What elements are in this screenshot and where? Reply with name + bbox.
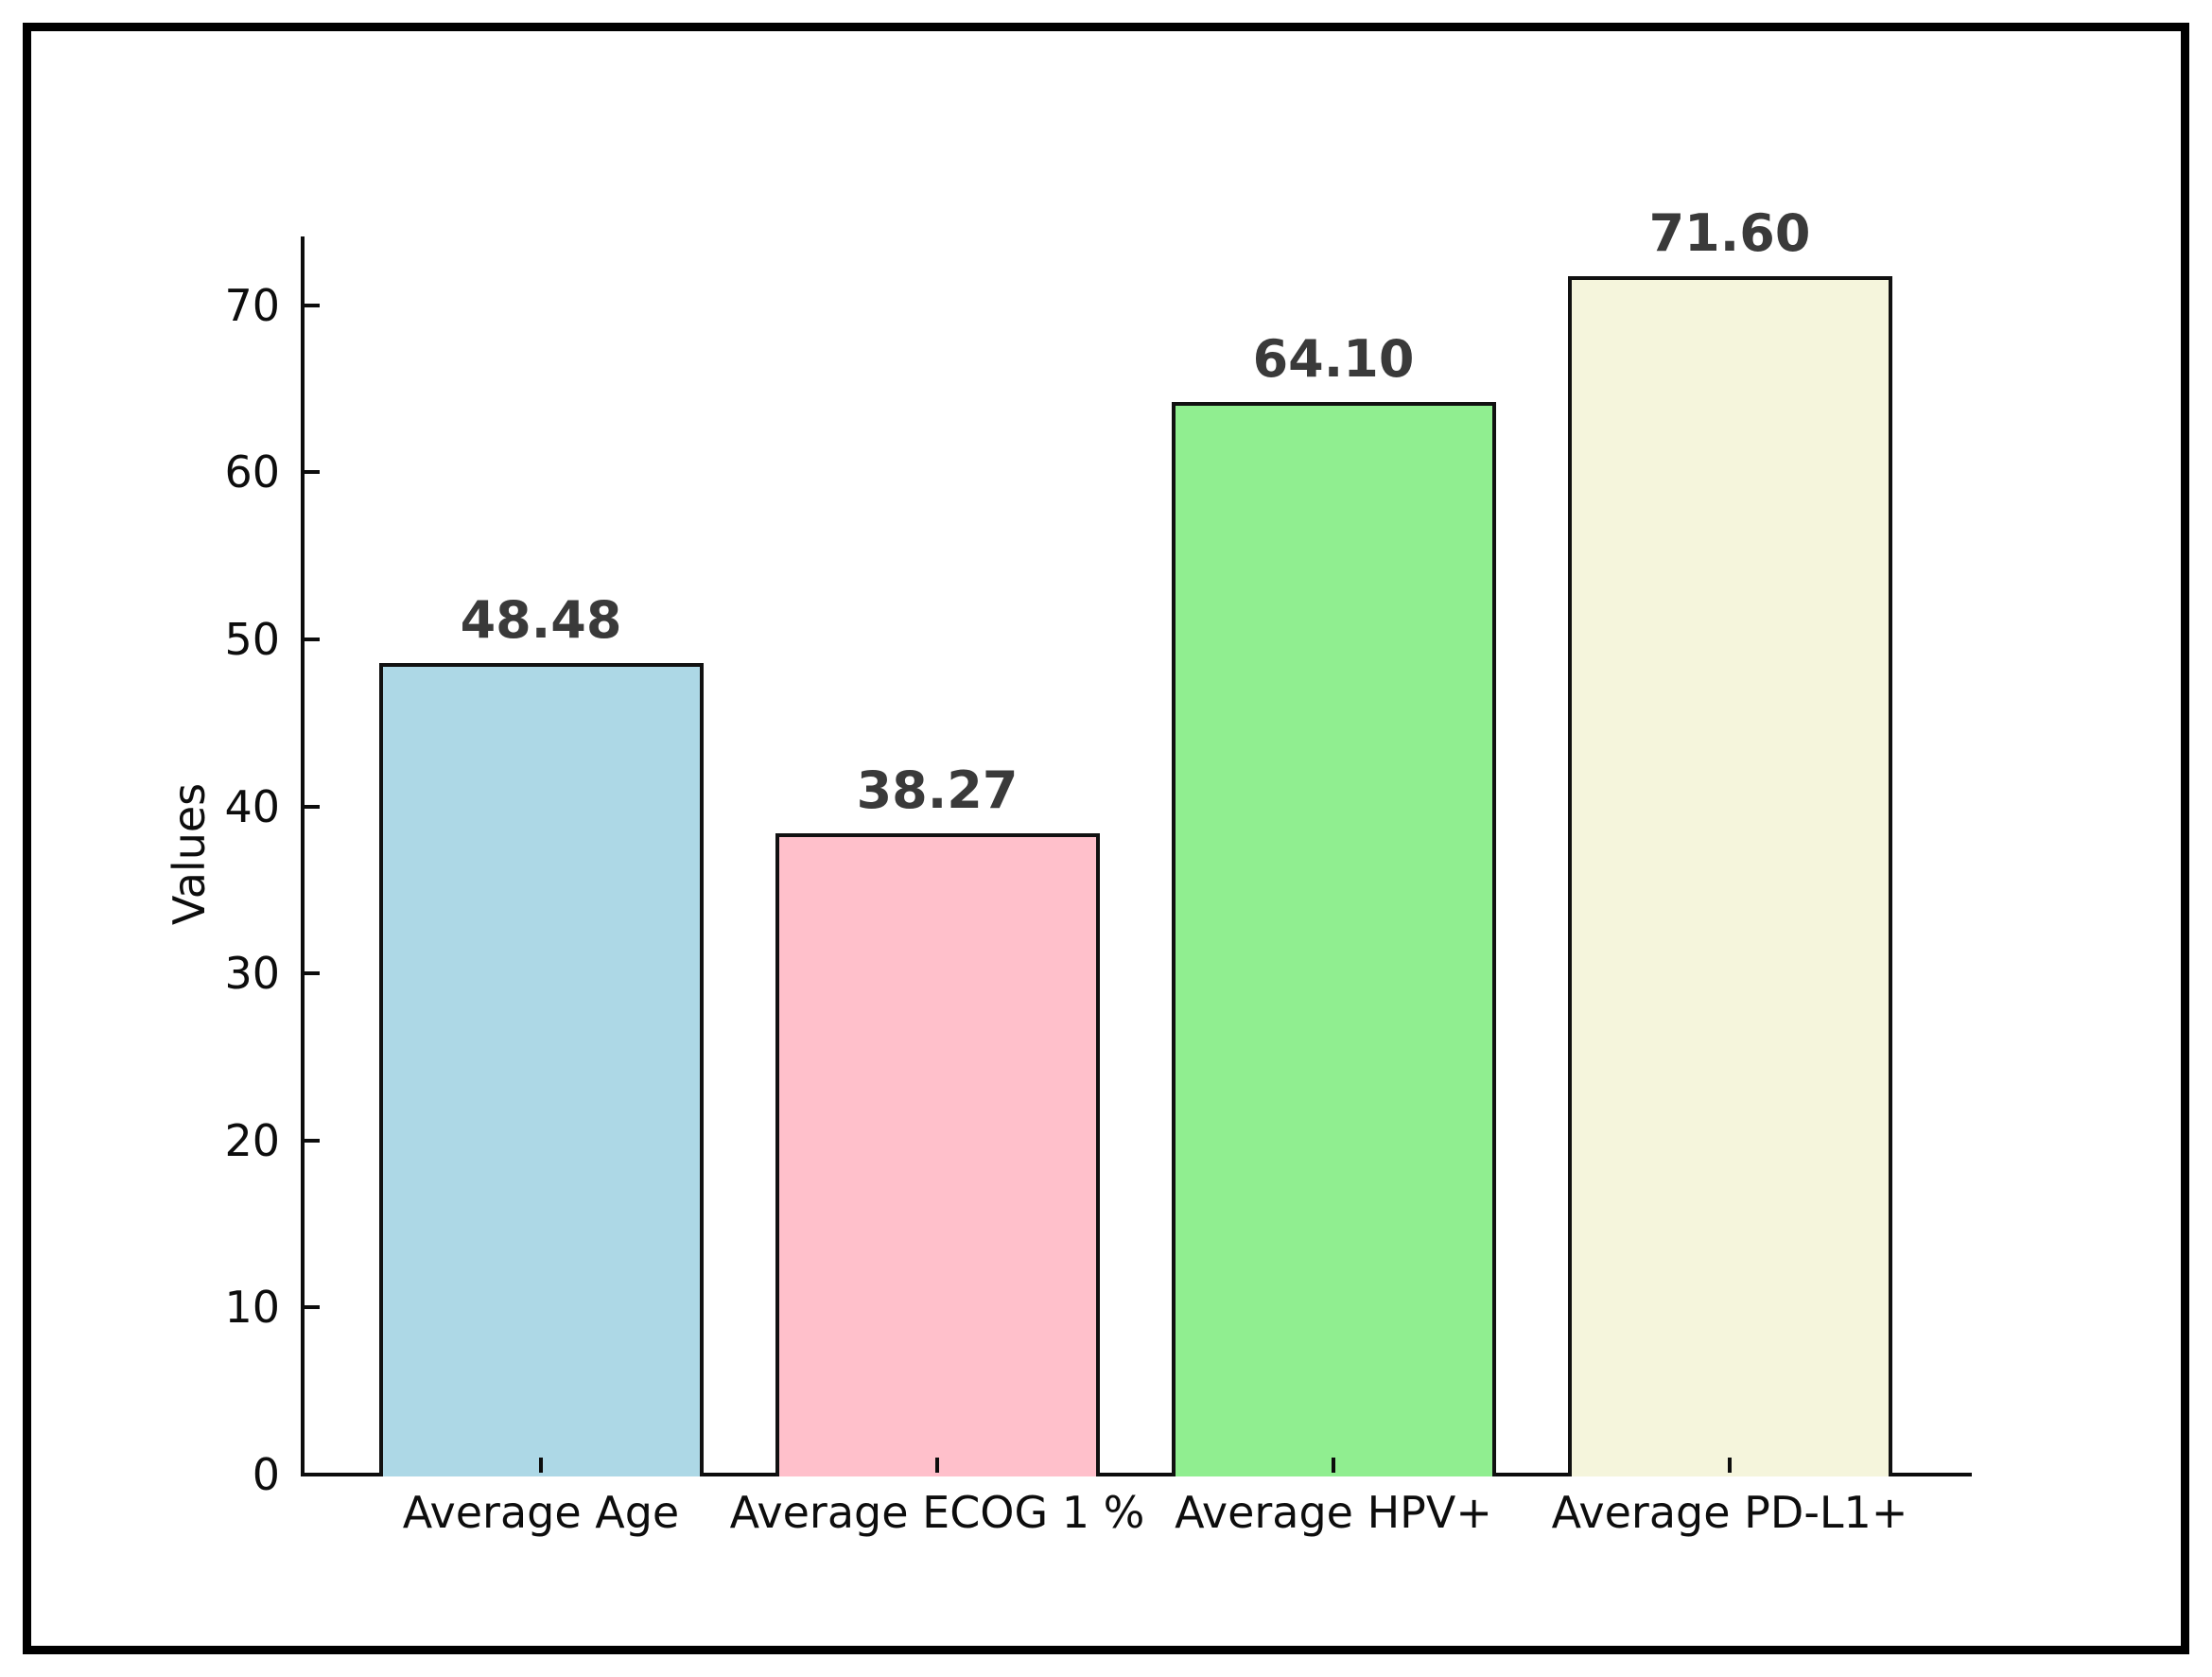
bar-value-label: 71.60: [1648, 203, 1811, 264]
x-axis-spine: [301, 1473, 1972, 1476]
bar: [1567, 276, 1892, 1476]
y-tick-label: 10: [224, 1282, 280, 1334]
x-tick-mark: [935, 1458, 939, 1473]
y-tick-label: 60: [224, 446, 280, 498]
y-tick-mark: [305, 637, 320, 641]
y-tick-mark: [305, 1305, 320, 1310]
bar-value-label: 38.27: [856, 760, 1019, 821]
x-tick-label: Average ECOG 1 %: [729, 1487, 1145, 1538]
x-tick-label: Average PD-L1+: [1551, 1487, 1908, 1538]
y-tick-mark: [305, 303, 320, 307]
bar-value-label: 64.10: [1252, 328, 1415, 389]
bar: [1171, 401, 1496, 1476]
x-tick-mark: [539, 1458, 543, 1473]
bar: [775, 833, 1100, 1476]
y-tick-mark: [305, 470, 320, 475]
x-tick-label: Average Age: [402, 1487, 680, 1538]
y-tick-label: 30: [224, 948, 280, 1000]
bar: [378, 662, 704, 1476]
y-tick-mark: [305, 804, 320, 809]
y-tick-label: 70: [224, 279, 280, 331]
y-tick-label: 40: [224, 780, 280, 832]
x-tick-mark: [1728, 1458, 1732, 1473]
bar-value-label: 48.48: [460, 589, 622, 650]
figure-frame: [23, 23, 2189, 1654]
y-axis-title: Values: [164, 782, 215, 926]
y-tick-label: 20: [224, 1114, 280, 1166]
y-tick-label: 50: [224, 613, 280, 665]
y-tick-mark: [305, 1138, 320, 1143]
y-tick-mark: [305, 971, 320, 976]
y-tick-label: 0: [252, 1449, 280, 1500]
x-tick-mark: [1332, 1458, 1335, 1473]
y-axis-spine: [301, 236, 305, 1476]
x-tick-label: Average HPV+: [1175, 1487, 1492, 1538]
